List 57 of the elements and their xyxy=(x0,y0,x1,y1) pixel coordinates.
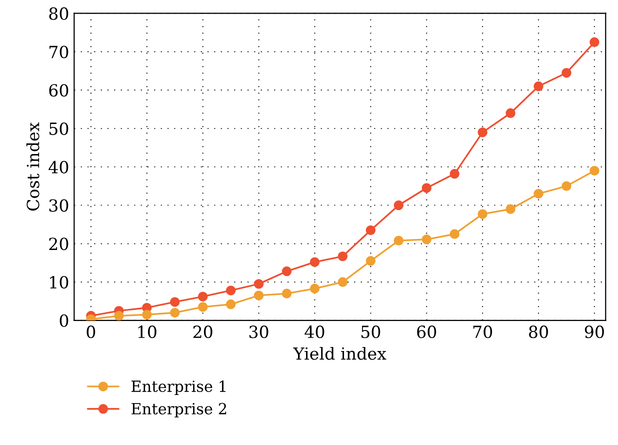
y-tick-label: 70 xyxy=(49,46,68,58)
y-tick-label: 40 xyxy=(48,160,68,174)
point xyxy=(478,127,488,138)
point xyxy=(534,188,544,199)
y-tick-label: 80 xyxy=(49,7,68,20)
y-tick-label: 10 xyxy=(50,276,68,289)
x-tick-label: 70 xyxy=(473,326,492,338)
point xyxy=(562,68,572,78)
point xyxy=(338,251,348,262)
point xyxy=(282,288,292,298)
point xyxy=(226,286,236,296)
point xyxy=(198,302,208,312)
point xyxy=(170,297,180,307)
point xyxy=(254,290,264,300)
x-axis-title: Yield index xyxy=(293,346,386,360)
y-tick-label: 20 xyxy=(49,238,68,250)
point xyxy=(142,310,152,320)
point xyxy=(366,225,376,236)
x-tick-label: 40 xyxy=(304,326,324,338)
x-tick-label: 20 xyxy=(193,326,212,338)
y-axis-title: Cost index xyxy=(26,122,40,211)
x-tick-label: 90 xyxy=(584,326,604,338)
x-tick-label: 30 xyxy=(249,326,268,338)
point xyxy=(310,284,320,294)
point xyxy=(394,200,404,210)
point xyxy=(478,209,488,219)
y-tick-label: 30 xyxy=(49,199,68,212)
point xyxy=(450,168,460,179)
point xyxy=(366,256,376,266)
y-tick-label: 0 xyxy=(60,314,68,327)
x-tick-label: 80 xyxy=(529,326,548,338)
x-tick-label: 60 xyxy=(417,326,436,338)
x-tick-label: 0 xyxy=(86,326,96,338)
x-tick-label: 10 xyxy=(138,326,156,338)
point xyxy=(534,81,544,92)
point xyxy=(170,308,180,318)
point xyxy=(506,204,516,214)
x-tick-label: 50 xyxy=(361,326,380,338)
point xyxy=(226,299,236,310)
point xyxy=(310,257,320,267)
y-tick-label: 60 xyxy=(49,84,68,97)
point xyxy=(562,181,572,191)
point xyxy=(506,108,516,118)
point xyxy=(114,310,124,320)
point xyxy=(282,266,292,276)
point xyxy=(338,277,348,287)
point xyxy=(198,292,208,302)
point xyxy=(254,279,264,289)
point xyxy=(422,183,432,193)
point xyxy=(590,37,600,47)
point xyxy=(450,229,460,239)
legend-label: Enterprise 2 xyxy=(132,402,226,418)
point xyxy=(394,236,404,246)
legend-label: Enterprise 1 xyxy=(132,380,226,395)
point xyxy=(590,166,600,176)
point xyxy=(422,234,432,244)
y-tick-label: 50 xyxy=(50,122,68,136)
